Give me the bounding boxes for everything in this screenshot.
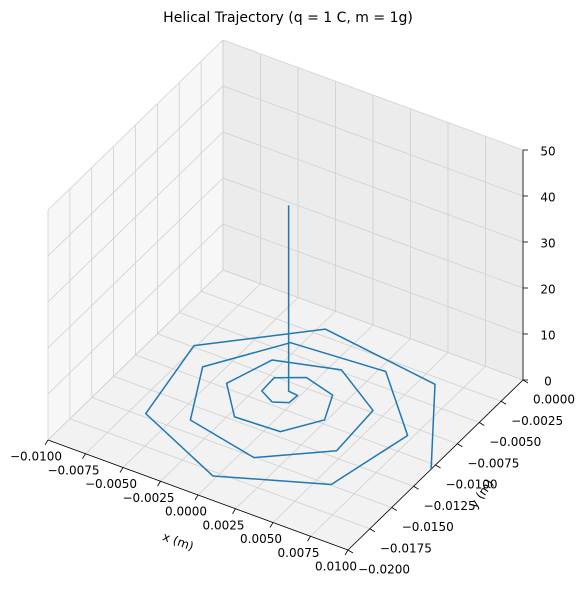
x-tick	[269, 522, 274, 528]
y-tick-label: −0.0075	[467, 456, 519, 470]
y-tick	[435, 464, 441, 469]
grid-line	[47, 269, 224, 441]
grid-line	[113, 375, 414, 487]
x-tick-label: −0.0075	[47, 463, 99, 477]
y-tick-label: 0.0000	[533, 393, 575, 407]
grid-line	[47, 131, 224, 303]
x-tick-label: 0.0050	[240, 532, 282, 546]
x-tick	[119, 467, 124, 473]
y-tick-label: −0.0050	[489, 435, 541, 449]
y-tick-label: −0.0100	[446, 478, 498, 492]
grid-line	[69, 418, 371, 530]
x-tick-label: −0.0100	[10, 450, 62, 464]
grid-line	[222, 177, 524, 289]
grid-line	[222, 223, 524, 335]
y-tick	[347, 549, 354, 554]
x-tick-label: 0.0075	[278, 546, 320, 560]
chart-title: Helical Trajectory (q = 1 C, m = 1g)	[163, 10, 413, 26]
z-tick-label: 0	[544, 375, 552, 389]
y-tick-label: −0.0150	[402, 520, 454, 534]
y-tick	[391, 507, 397, 511]
x-tick-label: 0.0025	[203, 518, 245, 532]
z-tick-label: 40	[540, 191, 555, 205]
y-tick	[369, 528, 376, 533]
grid-line	[222, 131, 524, 243]
grid-line	[47, 223, 224, 395]
x-tick	[307, 536, 311, 542]
x-tick	[44, 439, 49, 446]
z-tick-label: 30	[540, 237, 555, 251]
grid-line	[135, 354, 436, 466]
y-tick	[500, 400, 507, 405]
x-tick	[194, 494, 199, 501]
z-tick-label: 10	[540, 329, 555, 343]
grid-line	[222, 39, 524, 151]
grid-line	[47, 177, 224, 349]
y-tick	[413, 485, 419, 490]
y-tick	[479, 422, 485, 426]
x-axis-label: x (m)	[161, 529, 196, 553]
grid-line	[222, 269, 524, 381]
y-tick	[457, 443, 463, 448]
x-tick	[82, 453, 86, 459]
z-tick-label: 50	[540, 145, 555, 159]
x-tick-label: 0.0100	[315, 560, 357, 574]
x-tick-label: −0.0050	[85, 477, 137, 491]
grid-line	[47, 85, 224, 257]
y-tick-label: −0.0025	[511, 414, 563, 428]
y-tick	[522, 379, 529, 384]
grid-line	[47, 39, 224, 211]
grid-line	[157, 333, 458, 445]
grid-line	[91, 397, 392, 508]
y-tick-label: −0.0175	[380, 541, 432, 555]
x-tick-label: −0.0025	[122, 491, 174, 505]
y-tick-label: −0.0200	[358, 563, 410, 577]
x-tick	[344, 549, 349, 556]
x-tick	[157, 481, 161, 487]
x-tick	[232, 508, 236, 514]
trajectory-line	[145, 205, 436, 486]
grid-line	[200, 290, 502, 402]
y-tick-label: −0.0125	[424, 499, 476, 513]
x-tick-label: 0.0000	[165, 505, 207, 519]
grid-line	[222, 85, 524, 197]
z-tick-label: 20	[540, 283, 555, 297]
